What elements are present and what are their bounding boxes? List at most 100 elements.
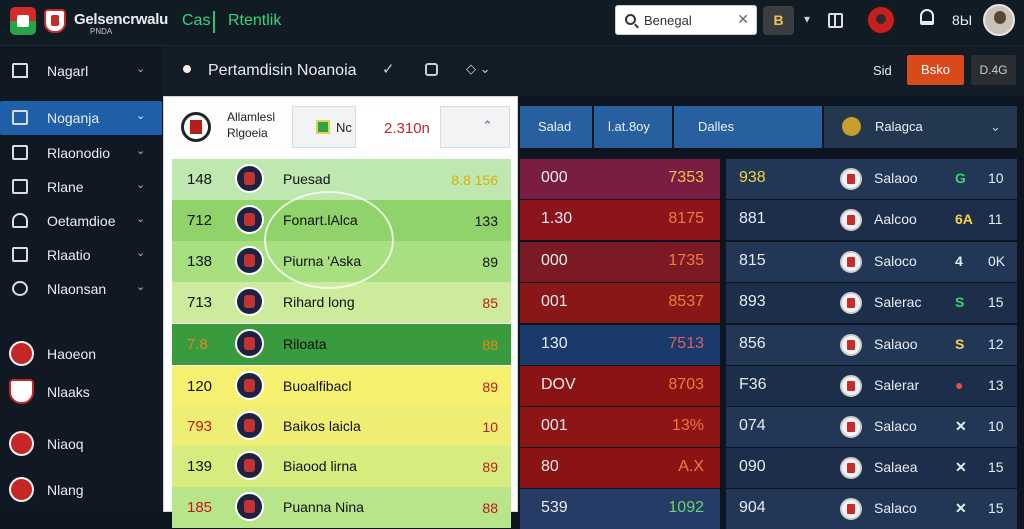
search-input[interactable]	[644, 11, 739, 29]
calendar-icon[interactable]	[425, 63, 438, 76]
sidebar-item[interactable]: Oetamdioe ⌄	[0, 204, 162, 238]
rank-number: 120	[187, 378, 213, 395]
team-badge-icon	[840, 334, 862, 356]
sidebar-item[interactable]: Rlane ⌄	[0, 170, 162, 204]
table-row[interactable]: 7.8 Riloata 88	[172, 324, 511, 365]
sidebar-item-home[interactable]: Nagarl ⌄	[0, 54, 162, 88]
panel-icon[interactable]	[828, 13, 843, 28]
cell-value: 15	[988, 294, 1004, 310]
panel-title: Allamlesl	[227, 110, 276, 124]
nav-link-left[interactable]: Cas	[182, 12, 211, 29]
chevron-down-icon: ⌄	[136, 281, 146, 293]
filter-dropdown[interactable]: ◇ ⌄	[466, 61, 491, 76]
sidebar-item-team[interactable]: Nlaaks	[0, 375, 162, 409]
sid-label[interactable]: Sid	[873, 63, 892, 78]
avatar[interactable]	[983, 4, 1015, 36]
sidebar-item[interactable]: Rlaonodio ⌄	[0, 136, 162, 170]
cell-value: 856	[739, 335, 766, 352]
table-row[interactable]: 000 1735	[520, 242, 720, 282]
cell-value: 815	[739, 252, 766, 269]
cell-value: 1.30	[541, 210, 573, 227]
sidebar-item-team[interactable]: Niaoq	[0, 427, 162, 461]
table-row[interactable]: 090 Salaea ✕ 15	[726, 448, 1017, 488]
rank-number: 148	[187, 171, 213, 188]
table-row[interactable]: F36 Salerar ● 13	[726, 366, 1017, 406]
table-row[interactable]: 793 Baikos laicla 10	[172, 406, 511, 447]
sidebar-item-label: Nlaonsan	[47, 281, 107, 297]
status-icon: 6A	[955, 211, 973, 227]
cell-value: 881	[739, 210, 766, 227]
table-row[interactable]: 539 1092	[520, 489, 720, 529]
table-row[interactable]: 881 Aalcoo 6A 11	[726, 200, 1017, 240]
team-badge-icon	[840, 251, 862, 273]
team-badge-icon	[235, 411, 264, 440]
check-icon[interactable]: ✓	[382, 61, 395, 78]
table-row[interactable]: 893 Salerac S 15	[726, 283, 1017, 323]
panel-subtitle: Rlgoeia	[227, 126, 268, 140]
score: 8.8 156	[451, 172, 498, 188]
table-row[interactable]: 904 Salaco ✕ 15	[726, 489, 1017, 529]
page-title: Pertamdisin Noanoia	[208, 62, 357, 79]
sidebar-item-active[interactable]: Noganja ⌄	[0, 101, 162, 135]
primary-button[interactable]: Bsko	[907, 55, 964, 85]
clear-search-icon[interactable]: ✕	[737, 11, 749, 27]
sidebar-item-label: Niaoq	[47, 436, 84, 452]
team-name: Aalcoo	[874, 211, 917, 227]
panel-value: 2.310n	[384, 120, 430, 137]
team-badge-icon[interactable]	[866, 5, 896, 35]
score: 89	[482, 459, 498, 475]
sidebar-item-team[interactable]: Haoeon	[0, 337, 162, 371]
column-header[interactable]: Dalles	[674, 106, 822, 148]
table-row[interactable]: DOV 8703	[520, 366, 720, 406]
team-badge-icon	[840, 292, 862, 314]
sidebar-item-team[interactable]: Nlang	[0, 473, 162, 507]
table-row[interactable]: 148 Puesad 8.8 156	[172, 159, 511, 200]
panel-code: Nc	[336, 120, 352, 135]
column-header[interactable]: Salad	[520, 106, 592, 148]
flag-icon[interactable]	[10, 7, 36, 35]
search-box[interactable]: ✕	[615, 5, 757, 35]
brand-subtitle: PNDA	[90, 27, 113, 36]
chevron-down-icon[interactable]: ▾	[804, 12, 811, 26]
sidebar-item-label: Nlaaks	[47, 384, 90, 400]
rank-number: 7.8	[187, 336, 208, 353]
table-row[interactable]: 074 Salaco ✕ 10	[726, 407, 1017, 447]
table-row[interactable]: 139 Biaood lirna 89	[172, 446, 511, 487]
table-row[interactable]: 713 Rihard long 85	[172, 282, 511, 323]
user-icon[interactable]	[920, 9, 934, 25]
right-header[interactable]: Ralagca ⌄	[824, 106, 1017, 148]
table-row[interactable]: 938 Salaoo G 10	[726, 159, 1017, 199]
chevron-down-icon: ⌄	[136, 145, 146, 157]
table-row[interactable]: 001 13%	[520, 407, 720, 447]
cell-value: 12	[988, 336, 1004, 352]
table-row[interactable]: 856 Salaoo S 12	[726, 325, 1017, 365]
nav-link-right[interactable]: Rtentlik	[228, 12, 282, 29]
team-badge-icon	[235, 205, 264, 234]
sidebar-item[interactable]: Nlaonsan ⌄	[0, 272, 162, 306]
column-header[interactable]: l.at.8oy	[594, 106, 672, 148]
table-row[interactable]: 185 Puanna Nina 88	[172, 487, 511, 528]
table-row[interactable]: 815 Saloco 4 0K	[726, 242, 1017, 282]
top-bar: Gelsencrwalu PNDA Cas Rtentlik ✕ B ▾ 8Ы	[0, 0, 1024, 46]
club-logo-icon[interactable]	[44, 9, 66, 33]
table-row[interactable]: 001 8537	[520, 283, 720, 323]
team-name: Buoalfibacl	[283, 378, 352, 394]
table-row[interactable]: 1.30 8175	[520, 200, 720, 240]
team-name: Salaco	[874, 418, 917, 434]
team-badge-icon	[9, 379, 34, 404]
sidebar-item[interactable]: Rlaatio ⌄	[0, 238, 162, 272]
cell-value: A.X	[678, 458, 704, 475]
chevron-down-icon: ⌄	[136, 63, 146, 75]
table-row[interactable]: 120 Buoalfibacl 89	[172, 366, 511, 407]
table-row[interactable]: 000 7353	[520, 159, 720, 199]
brand-title: Gelsencrwalu	[74, 11, 168, 28]
chevron-up-icon[interactable]: ⌃	[482, 118, 493, 133]
cell-value: 13	[988, 377, 1004, 393]
chevron-down-icon: ⌄	[136, 213, 146, 225]
secondary-button[interactable]: D.4G	[971, 55, 1016, 85]
team-name: Salerar	[874, 377, 920, 393]
users-icon	[12, 110, 28, 125]
table-row[interactable]: 130 7513	[520, 325, 720, 365]
toolbar-button[interactable]: B	[763, 6, 794, 35]
table-row[interactable]: 80 A.X	[520, 448, 720, 488]
